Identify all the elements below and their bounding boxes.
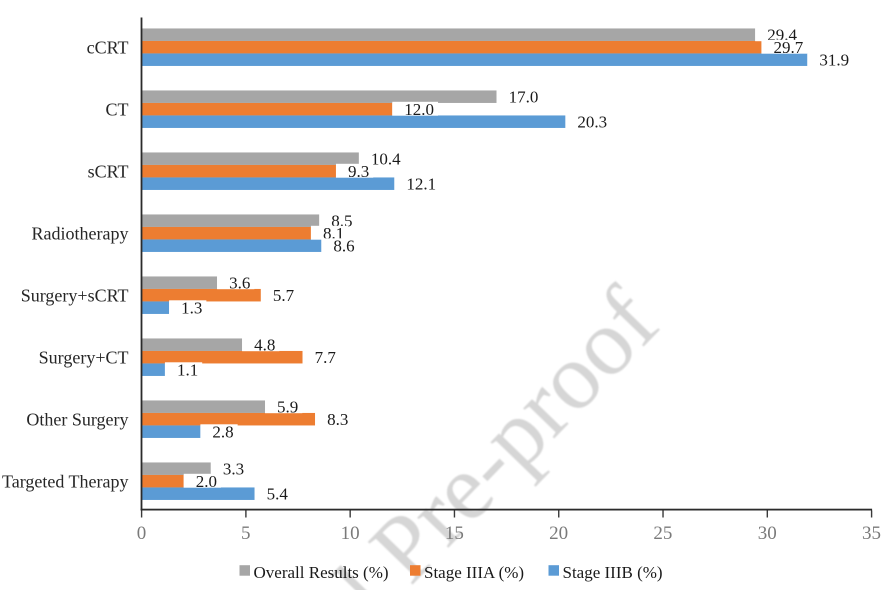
svg-text:29.4: 29.4 (767, 26, 797, 45)
svg-text:Overall Results (%): Overall Results (%) (254, 563, 389, 582)
svg-text:9.3: 9.3 (348, 162, 369, 181)
svg-text:8.1: 8.1 (323, 224, 344, 243)
svg-text:10.4: 10.4 (371, 150, 401, 169)
svg-text:8.5: 8.5 (331, 212, 352, 231)
svg-text:25: 25 (653, 523, 672, 544)
svg-text:0: 0 (137, 523, 147, 544)
svg-text:Radiotherapy: Radiotherapy (32, 224, 129, 244)
svg-text:CT: CT (105, 100, 128, 120)
svg-text:2.0: 2.0 (196, 472, 217, 491)
svg-text:8.3: 8.3 (327, 410, 348, 429)
svg-text:Other Surgery: Other Surgery (26, 410, 128, 430)
svg-text:35: 35 (862, 523, 881, 544)
svg-text:10: 10 (341, 523, 360, 544)
svg-text:30: 30 (758, 523, 777, 544)
svg-text:1.1: 1.1 (177, 361, 198, 380)
svg-text:5.4: 5.4 (267, 485, 289, 504)
svg-text:Surgery+CT: Surgery+CT (39, 348, 129, 368)
svg-text:4.8: 4.8 (254, 336, 275, 355)
svg-text:3.6: 3.6 (229, 274, 250, 293)
svg-text:5.7: 5.7 (273, 286, 295, 305)
svg-text:20.3: 20.3 (577, 113, 607, 132)
svg-text:2.8: 2.8 (212, 423, 233, 442)
svg-text:7.7: 7.7 (315, 348, 337, 367)
svg-text:8.6: 8.6 (333, 237, 354, 256)
svg-text:15: 15 (445, 523, 464, 544)
svg-text:20: 20 (549, 523, 568, 544)
svg-text:12.1: 12.1 (406, 175, 436, 194)
svg-text:Targeted Therapy: Targeted Therapy (2, 472, 129, 492)
svg-text:Stage IIIB (%): Stage IIIB (%) (563, 563, 663, 582)
svg-text:cCRT: cCRT (87, 38, 129, 58)
svg-text:sCRT: sCRT (88, 162, 129, 182)
svg-text:31.9: 31.9 (819, 51, 849, 70)
svg-text:3.3: 3.3 (223, 460, 244, 479)
svg-text:29.7: 29.7 (773, 38, 803, 57)
svg-text:5: 5 (241, 523, 251, 544)
svg-text:5.9: 5.9 (277, 398, 298, 417)
svg-text:12.0: 12.0 (404, 100, 434, 119)
svg-text:Surgery+sCRT: Surgery+sCRT (21, 286, 129, 306)
svg-text:Stage IIIA (%): Stage IIIA (%) (424, 563, 524, 582)
svg-text:1.3: 1.3 (181, 299, 202, 318)
svg-text:17.0: 17.0 (509, 88, 539, 107)
